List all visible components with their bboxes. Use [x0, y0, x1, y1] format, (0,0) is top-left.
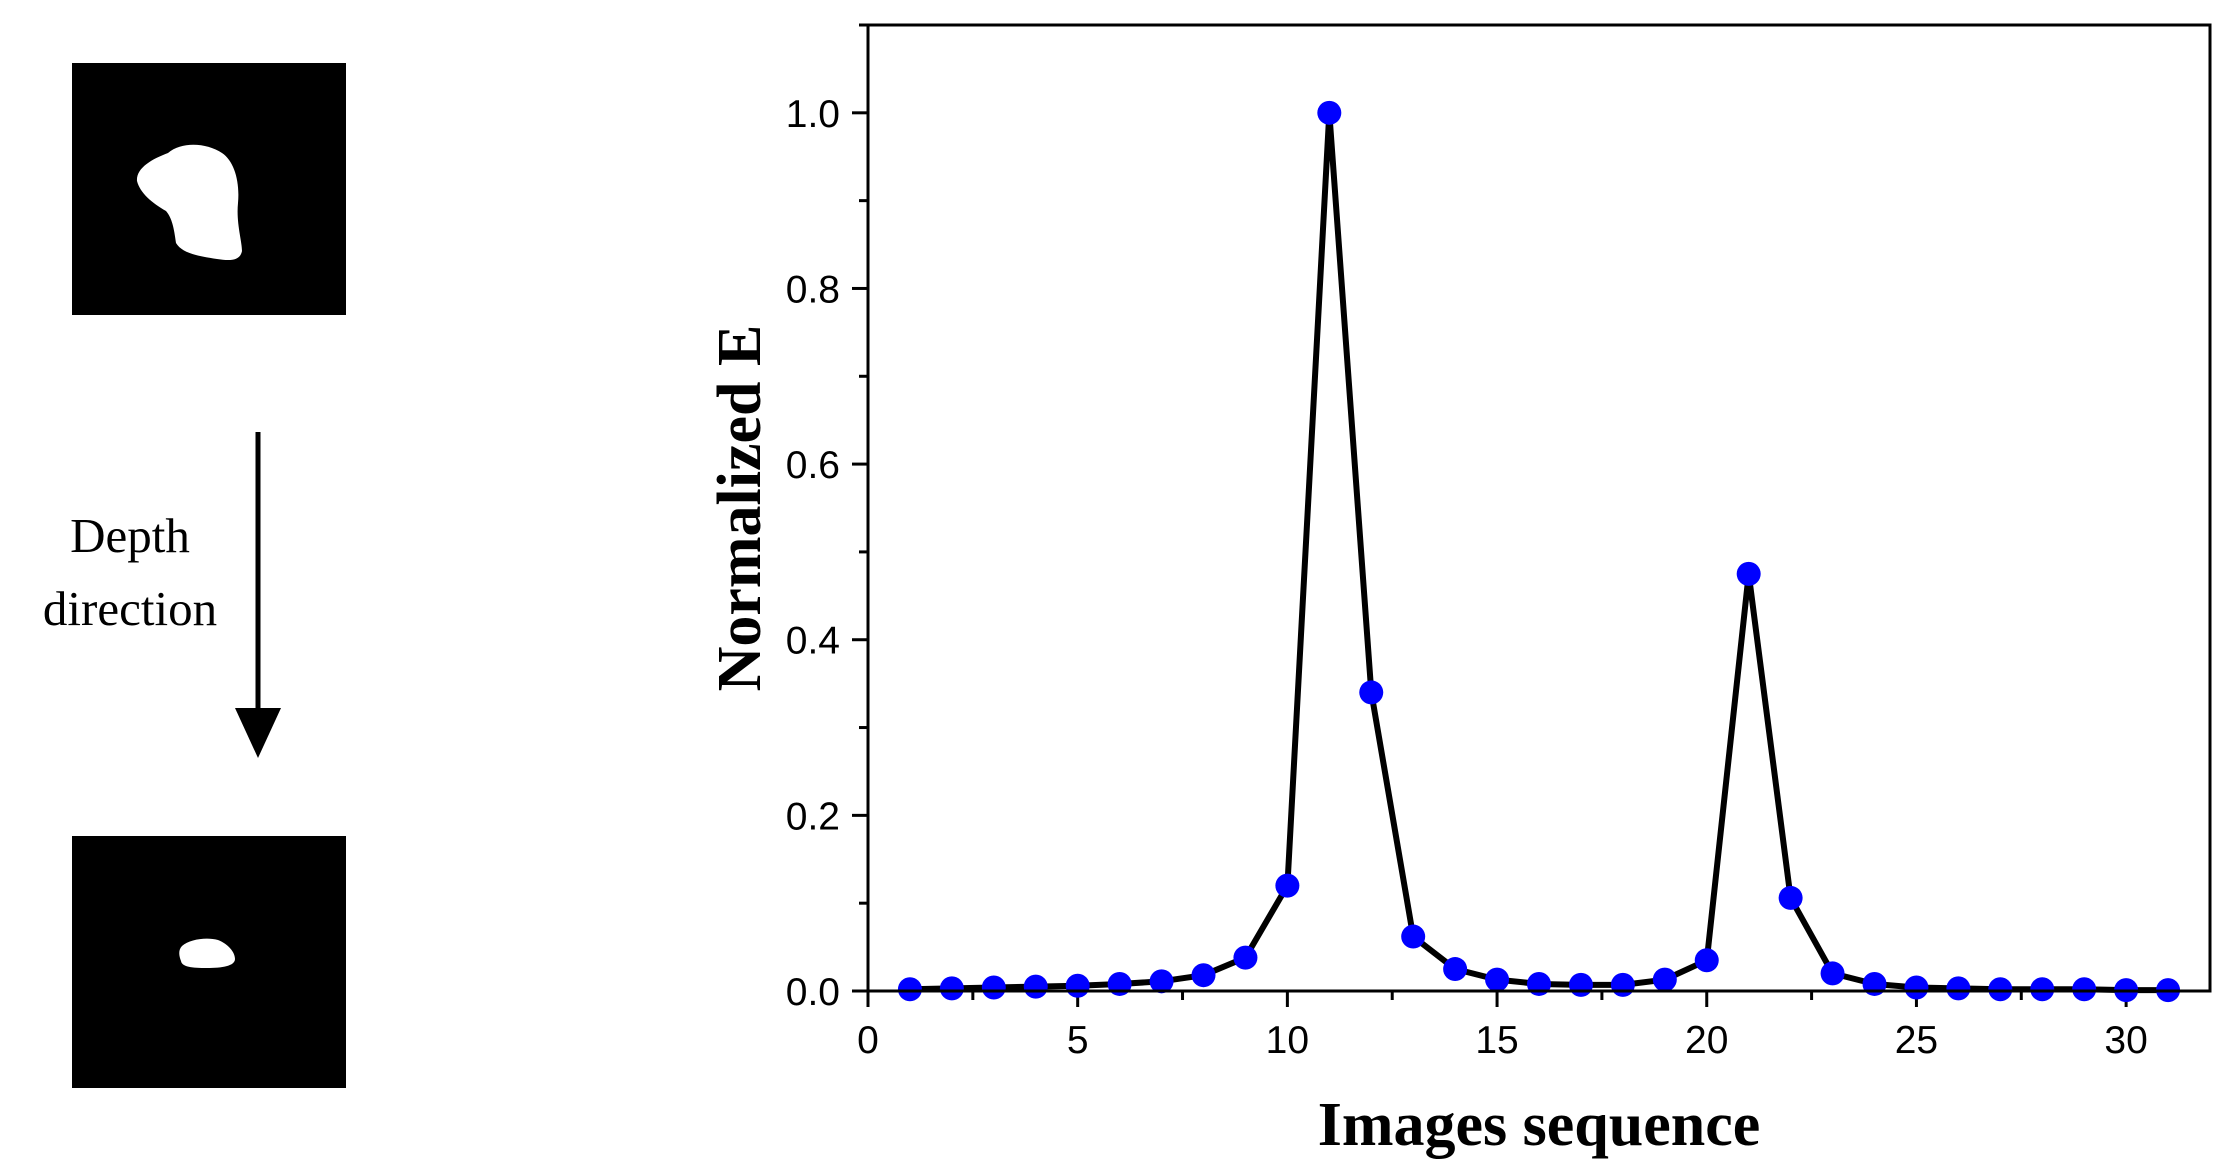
x-tick-label: 30	[2104, 1019, 2147, 1062]
data-point	[1191, 963, 1216, 988]
y-tick-label: 0.8	[786, 268, 840, 311]
data-point	[1023, 974, 1048, 999]
y-axis-tick-labels: 0.0 0.2 0.4 0.6 0.8 1.0	[786, 93, 840, 1014]
depth-label-line2: direction	[42, 581, 218, 636]
data-point	[1359, 680, 1384, 705]
slice-image-bottom	[72, 836, 346, 1088]
data-point	[1988, 977, 2013, 1002]
data-point	[1652, 967, 1677, 992]
blob-shape-small	[179, 938, 235, 968]
data-point	[1233, 945, 1258, 970]
y-tick-label: 0.2	[786, 795, 840, 838]
data-point	[981, 975, 1006, 1000]
data-point	[897, 977, 922, 1002]
data-point	[1820, 961, 1845, 986]
data-point	[1401, 924, 1426, 949]
series-line	[909, 109, 2169, 994]
plot-frame	[866, 23, 2212, 993]
data-point	[1485, 967, 1510, 992]
x-tick-label: 15	[1475, 1019, 1518, 1062]
data-point	[939, 976, 964, 1001]
depth-arrow	[235, 432, 281, 758]
data-point	[1065, 973, 1090, 998]
data-point	[1904, 975, 1929, 1000]
data-point	[1568, 972, 1593, 997]
x-tick-label: 25	[1895, 1019, 1938, 1062]
data-point	[1275, 873, 1300, 898]
data-point	[1149, 969, 1174, 994]
data-point	[1736, 561, 1761, 586]
data-point	[2030, 977, 2055, 1002]
data-point	[1946, 976, 1971, 1001]
y-tick-label: 1.0	[786, 93, 840, 136]
x-tick-label: 0	[857, 1019, 879, 1062]
y-tick-label: 0.6	[786, 444, 840, 487]
x-tick-label: 5	[1067, 1019, 1089, 1062]
slice-image-top	[72, 63, 346, 315]
data-point	[1610, 972, 1635, 997]
y-axis-title: Normalized E	[706, 325, 774, 692]
series-points	[897, 100, 2181, 1003]
y-axis-ticks	[852, 23, 868, 993]
x-axis-ticks	[866, 991, 2128, 1007]
x-axis-tick-labels: 0 5 10 15 20 25 30	[857, 1019, 2148, 1062]
data-point	[1317, 100, 1342, 125]
data-point	[1694, 948, 1719, 973]
data-point	[1443, 957, 1468, 982]
data-point	[2072, 977, 2097, 1002]
series-polyline	[909, 109, 2169, 994]
x-axis-title: Images sequence	[1318, 1091, 1761, 1159]
x-tick-label: 10	[1266, 1019, 1309, 1062]
data-point	[1778, 885, 1803, 910]
y-tick-label: 0.0	[786, 971, 840, 1014]
x-tick-label: 20	[1685, 1019, 1728, 1062]
y-tick-label: 0.4	[786, 620, 840, 663]
blob-shape-large	[136, 144, 242, 261]
depth-label-line1: Depth	[70, 508, 190, 563]
